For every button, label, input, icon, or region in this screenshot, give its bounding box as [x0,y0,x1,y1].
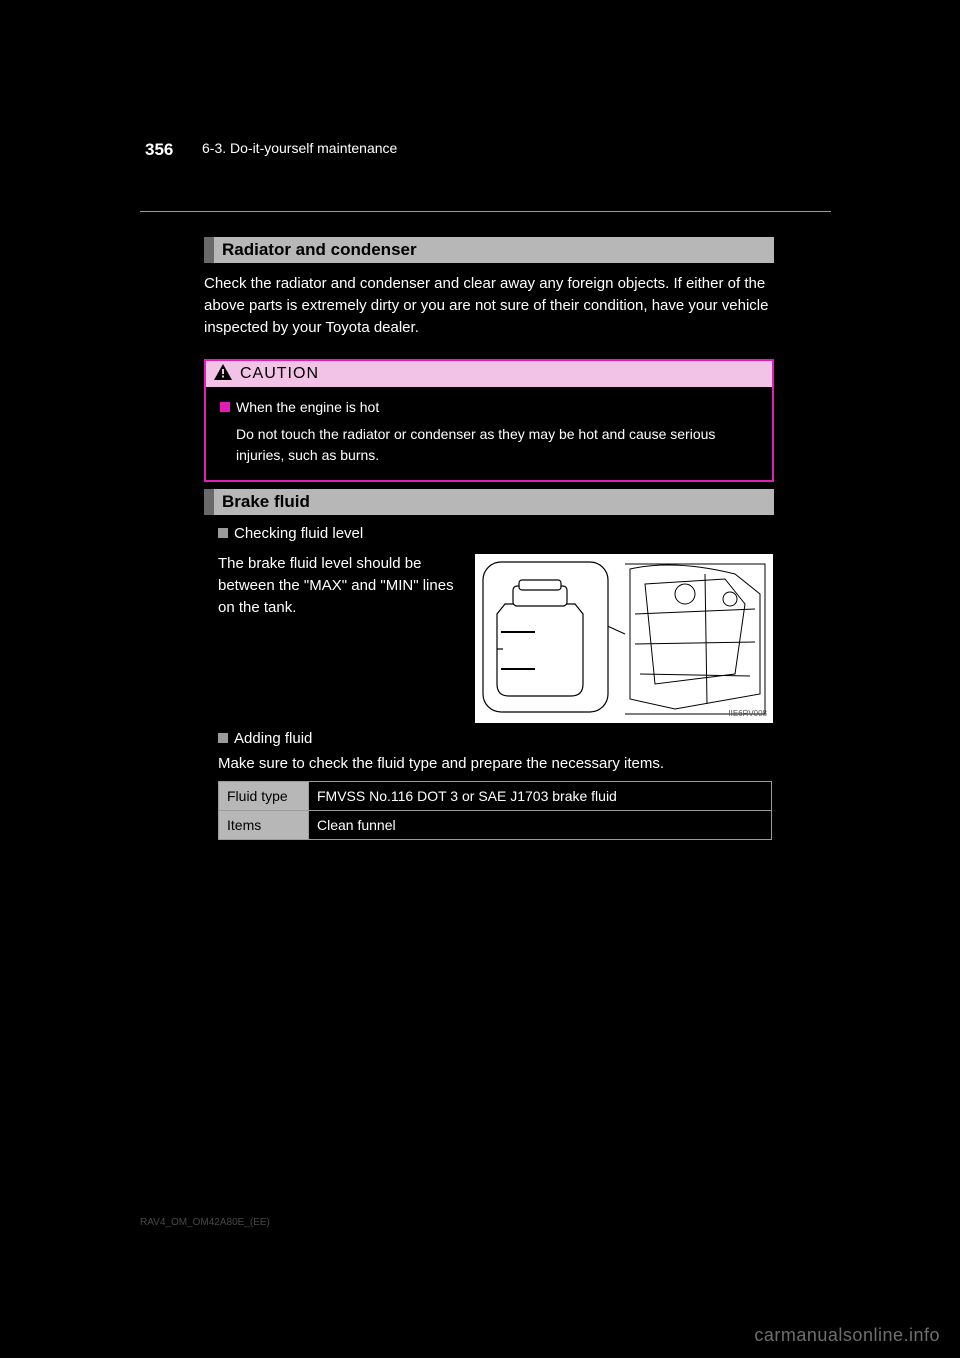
table-label-cell: Fluid type [219,782,309,811]
watermark-text: carmanualsonline.info [754,1325,940,1346]
add-fluid-heading-row: Adding fluid [218,730,312,747]
table-value-cell: FMVSS No.116 DOT 3 or SAE J1703 brake fl… [309,782,772,811]
table-value-cell: Clean funnel [309,811,772,840]
table-row: Fluid type FMVSS No.116 DOT 3 or SAE J17… [219,782,772,811]
manual-page: 356 6-3. Do-it-yourself maintenance Radi… [0,0,960,1358]
section-heading-brake: Brake fluid [204,489,774,515]
caution-body: When the engine is hot Do not touch the … [206,387,772,480]
bullet-square-icon [220,402,230,412]
brake-reservoir-illustration: IIE6RV008 [474,553,772,722]
fluid-spec-table: Fluid type FMVSS No.116 DOT 3 or SAE J17… [218,781,772,840]
caution-header: CAUTION [206,361,772,387]
bullet-square-icon [218,733,228,743]
caution-box: CAUTION When the engine is hot Do not to… [204,359,774,482]
top-divider [140,211,831,212]
check-fluid-body: The brake fluid level should be between … [218,553,463,619]
table-row: Items Clean funnel [219,811,772,840]
check-fluid-heading-row: Checking fluid level [218,525,363,542]
document-id: RAV4_OM_OM42A80E_(EE) [140,1217,270,1228]
section-heading-radiator: Radiator and condenser [204,237,774,263]
chapter-reference: 6-3. Do-it-yourself maintenance [202,140,397,156]
section-title-text: Radiator and condenser [222,240,417,259]
add-fluid-body: Make sure to check the fluid type and pr… [218,753,772,775]
add-fluid-heading: Adding fluid [234,730,312,747]
radiator-body-text: Check the radiator and condenser and cle… [204,273,774,339]
caution-heading-row: When the engine is hot [220,397,758,418]
page-number: 356 [145,140,173,160]
caution-body-text: Do not touch the radiator or condenser a… [236,424,758,466]
caution-heading: When the engine is hot [236,399,379,415]
bullet-square-icon [218,528,228,538]
illustration-code: IIE6RV008 [728,709,767,718]
caution-label: CAUTION [240,365,319,383]
table-label-cell: Items [219,811,309,840]
check-fluid-heading: Checking fluid level [234,525,363,542]
section-title-text: Brake fluid [222,492,310,511]
warning-icon [214,364,232,385]
